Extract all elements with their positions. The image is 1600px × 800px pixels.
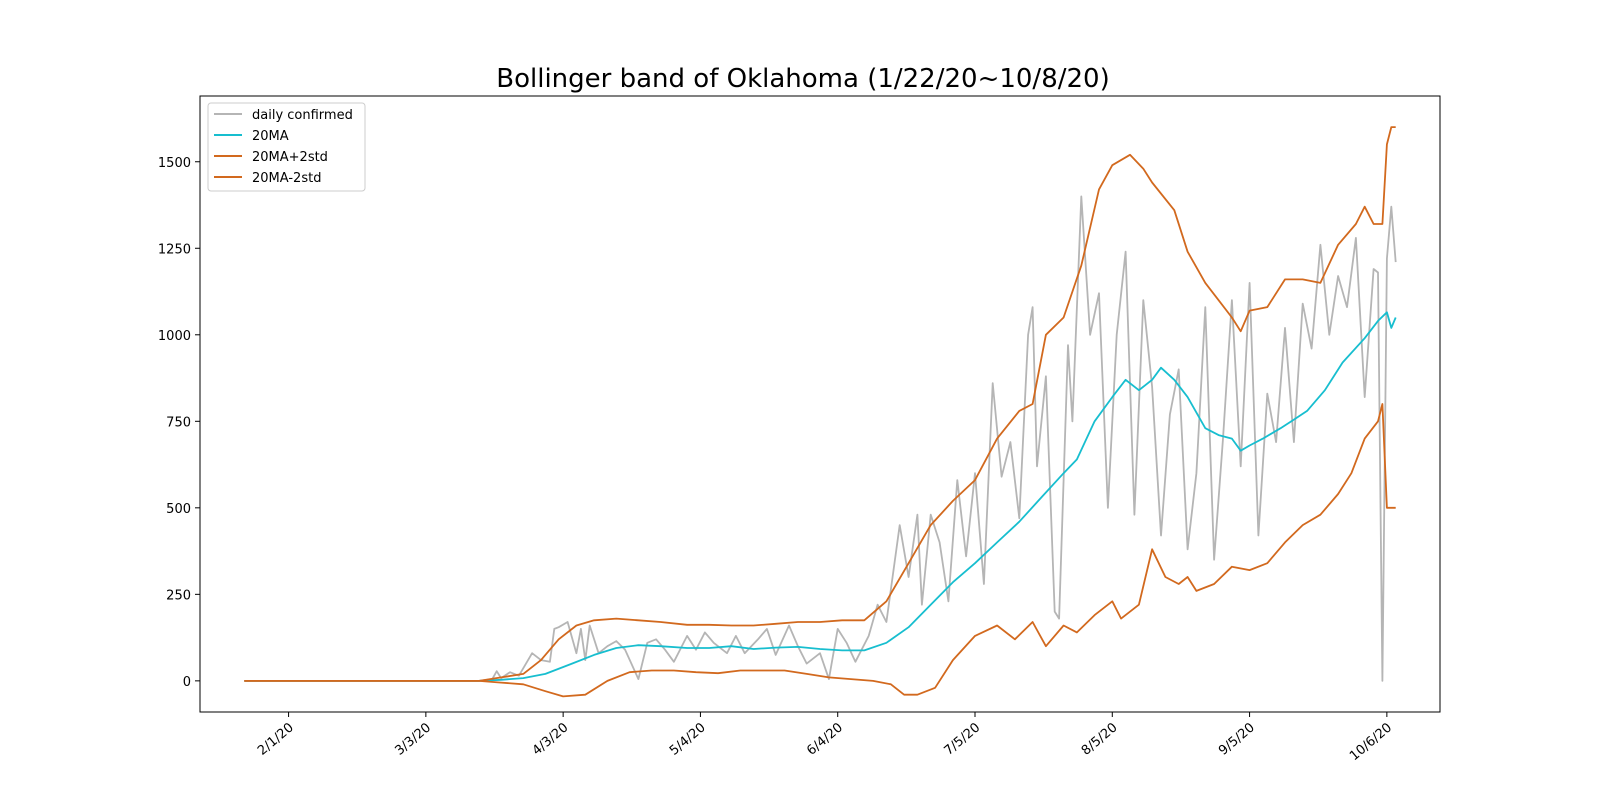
x-tick-label: 2/1/20: [255, 720, 297, 758]
x-axis: 2/1/20 3/3/20 4/3/20 5/4/20 6/4/20 7/5/20 8/5/…: [255, 712, 1395, 764]
legend-box: [207, 102, 366, 192]
plot-area: [244, 126, 1397, 698]
axes-frame: [199, 95, 1441, 713]
y-tick-label: 1000: [158, 329, 191, 344]
series-line-daily-confirmed: [244, 195, 1397, 682]
y-tick-label: 1500: [158, 156, 191, 171]
x-tick-label: 5/4/20: [667, 720, 709, 758]
x-tick-label: 9/5/20: [1216, 720, 1258, 758]
legend-label: 20MA-2std: [252, 171, 321, 186]
series-line-20ma-2std: [244, 126, 1396, 682]
x-tick-label: 10/6/20: [1347, 720, 1395, 764]
y-tick-label: 250: [166, 588, 191, 603]
chart-title: Bollinger band of Oklahoma (1/22/20~10/8…: [496, 64, 1109, 94]
x-tick-label: 8/5/20: [1079, 720, 1121, 758]
y-tick-label: 750: [166, 415, 191, 430]
legend-label: 20MA: [252, 129, 289, 144]
series-line-20ma-2std: [244, 403, 1396, 698]
x-tick-label: 3/3/20: [392, 720, 434, 758]
legend-label: daily confirmed: [252, 108, 353, 123]
y-tick-label: 500: [166, 502, 191, 517]
legend-label: 20MA+2std: [252, 150, 328, 165]
y-tick-label: 0: [183, 675, 191, 690]
y-axis: 0 250 500 750 1000 1250 1500: [158, 156, 200, 690]
y-tick-label: 1250: [158, 242, 191, 257]
legend: daily confirmed 20MA 20MA+2std 20MA-2std: [207, 102, 366, 192]
x-tick-label: 6/4/20: [804, 720, 846, 758]
x-tick-label: 4/3/20: [530, 720, 572, 758]
x-tick-label: 7/5/20: [942, 720, 984, 758]
series-line-20ma: [244, 311, 1397, 682]
